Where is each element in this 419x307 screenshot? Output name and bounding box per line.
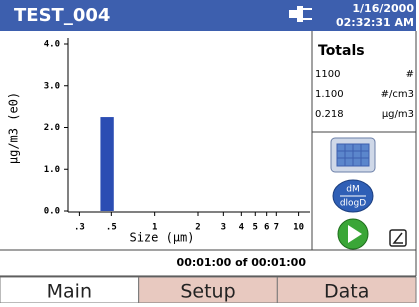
y-tick-label: 3.0 — [44, 81, 60, 91]
tab-label: Data — [324, 281, 369, 303]
x-tick-label: 6 — [264, 223, 269, 233]
x-axis-label: Size (µm) — [129, 231, 194, 245]
x-tick-label: 3 — [221, 223, 226, 233]
y-tick-label: 4.0 — [44, 40, 60, 50]
x-tick-label: 1 — [152, 223, 157, 233]
totals-value: 1.100 — [315, 89, 344, 100]
totals-value: 0.218 — [315, 109, 344, 120]
x-tick-label: 10 — [293, 223, 304, 233]
x-tick-label: 4 — [239, 223, 245, 233]
y-tick-label: 2.0 — [44, 123, 60, 133]
dm-label: dM — [346, 185, 359, 195]
totals-title: Totals — [318, 43, 365, 59]
header-title: TEST_004 — [14, 5, 110, 26]
header-date: 1/16/2000 — [352, 2, 414, 15]
header-time: 02:32:31 AM — [336, 16, 414, 29]
totals-unit: #/cm3 — [381, 89, 414, 100]
tab-label: Main — [47, 281, 92, 303]
x-tick-label: .5 — [106, 223, 117, 233]
y-tick-label: 0.0 — [44, 207, 60, 217]
x-tick-label: 5 — [253, 223, 258, 233]
x-tick-label: 7 — [274, 223, 279, 233]
x-tick-label: .3 — [74, 223, 85, 233]
totals-unit: µg/m3 — [382, 109, 414, 120]
status-text: 00:01:00 of 00:01:00 — [177, 256, 307, 269]
x-tick-label: 2 — [195, 223, 200, 233]
tab-label: Setup — [180, 281, 235, 303]
table-icon — [337, 144, 369, 166]
totals-value: 1100 — [315, 69, 340, 80]
y-tick-label: 1.0 — [44, 165, 60, 175]
dlogd-label: dlogD — [340, 199, 366, 209]
screen: TEST_004 1/16/2000 02:32:31 AM Size (µm)… — [0, 0, 419, 303]
totals-unit: # — [406, 69, 414, 80]
y-axis-label: µg/m3 (e0) — [7, 92, 21, 164]
bar — [100, 117, 113, 211]
